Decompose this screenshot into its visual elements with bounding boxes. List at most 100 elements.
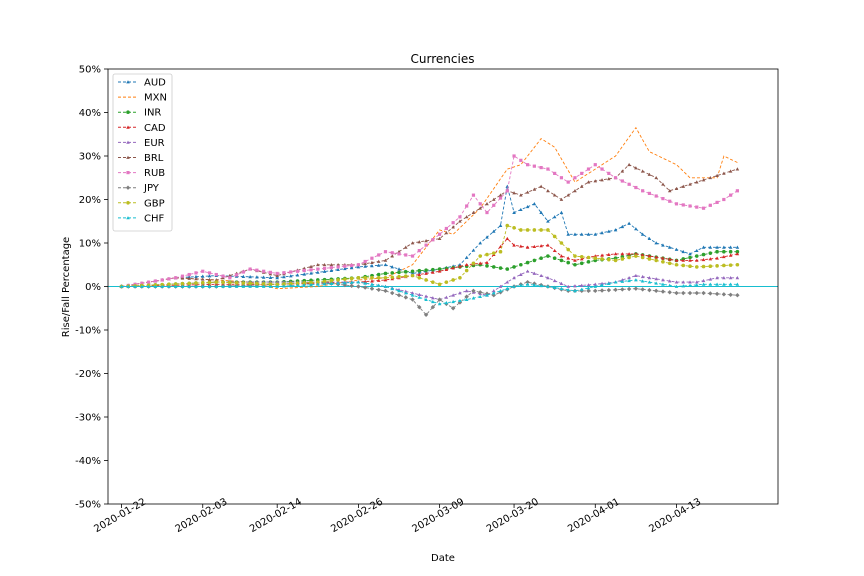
data-point	[370, 260, 374, 264]
legend-item-chf: CHF	[118, 213, 165, 224]
data-point	[423, 312, 429, 317]
data-point	[620, 224, 625, 229]
y-tick-label: 20%	[79, 195, 101, 206]
data-point	[579, 232, 584, 236]
data-point	[275, 271, 279, 276]
legend-label: RUB	[144, 168, 165, 179]
data-point	[207, 280, 212, 285]
data-point	[349, 266, 354, 270]
legend-label: MXN	[144, 93, 167, 104]
data-point	[268, 284, 273, 288]
data-point	[485, 210, 489, 215]
data-point	[525, 279, 530, 285]
data-point	[417, 292, 422, 297]
data-point	[579, 254, 584, 259]
data-point	[464, 297, 469, 301]
data-point	[207, 271, 212, 275]
data-point	[674, 284, 679, 288]
data-point	[214, 278, 219, 282]
data-point	[261, 275, 266, 279]
data-point	[722, 245, 726, 249]
data-point	[586, 255, 591, 260]
data-point	[153, 279, 157, 283]
data-point	[491, 251, 496, 255]
data-point	[695, 205, 699, 209]
data-point	[458, 298, 462, 303]
data-point	[383, 276, 388, 280]
legend-marker	[126, 140, 130, 144]
data-point	[464, 255, 469, 259]
data-point	[173, 284, 178, 288]
data-point	[410, 293, 415, 297]
legend-marker	[126, 201, 130, 205]
data-point	[417, 304, 422, 310]
data-point	[417, 272, 422, 276]
data-point	[160, 284, 164, 288]
data-point	[660, 289, 666, 294]
data-point	[647, 257, 652, 261]
data-point	[180, 276, 185, 280]
data-point	[396, 293, 402, 298]
data-point	[613, 287, 618, 292]
data-point	[173, 282, 178, 286]
data-point	[471, 193, 476, 197]
y-tick-label: 0%	[85, 282, 101, 293]
data-point	[329, 278, 334, 283]
legend-label: BRL	[144, 153, 164, 164]
data-point	[485, 252, 489, 257]
data-point	[329, 262, 334, 267]
data-point	[403, 291, 408, 295]
data-point	[647, 287, 652, 293]
data-point	[146, 284, 151, 288]
data-point	[627, 182, 631, 186]
data-point	[532, 228, 537, 232]
data-point	[715, 200, 719, 204]
data-point	[485, 260, 489, 264]
data-point	[566, 232, 571, 236]
data-point	[316, 267, 320, 271]
data-point	[370, 256, 374, 260]
data-point	[464, 294, 469, 299]
legend-label: JPY	[143, 183, 160, 194]
data-point	[525, 163, 530, 167]
data-point	[701, 257, 706, 262]
data-point	[573, 258, 577, 262]
data-point	[688, 204, 692, 208]
data-point	[417, 295, 422, 299]
data-point	[593, 282, 598, 286]
data-point	[668, 199, 672, 203]
data-point	[295, 273, 300, 277]
legend-marker	[125, 185, 131, 190]
data-point	[539, 256, 543, 261]
data-point	[607, 252, 611, 256]
data-point	[498, 249, 503, 254]
data-point	[437, 302, 442, 306]
data-point	[424, 243, 428, 247]
data-point	[729, 193, 733, 197]
data-point	[627, 162, 631, 167]
data-point	[363, 276, 367, 280]
legend-label: GBP	[144, 198, 165, 209]
data-point	[241, 284, 246, 288]
data-point	[661, 243, 665, 247]
data-point	[654, 194, 658, 198]
data-point	[450, 306, 456, 311]
data-point	[410, 297, 415, 302]
data-point	[498, 289, 503, 293]
legend-item-brl: BRL	[118, 153, 164, 164]
data-point	[667, 189, 672, 193]
data-point	[275, 282, 279, 287]
data-point	[525, 228, 530, 232]
data-point	[715, 282, 719, 286]
data-point	[586, 232, 591, 236]
data-point	[458, 276, 462, 280]
data-point	[674, 186, 679, 191]
data-point	[559, 176, 564, 180]
data-point	[701, 206, 706, 210]
data-point	[640, 274, 645, 279]
data-point	[701, 252, 706, 257]
data-point	[600, 178, 604, 182]
data-point	[403, 245, 408, 249]
data-point	[566, 256, 571, 260]
data-point	[187, 272, 191, 277]
